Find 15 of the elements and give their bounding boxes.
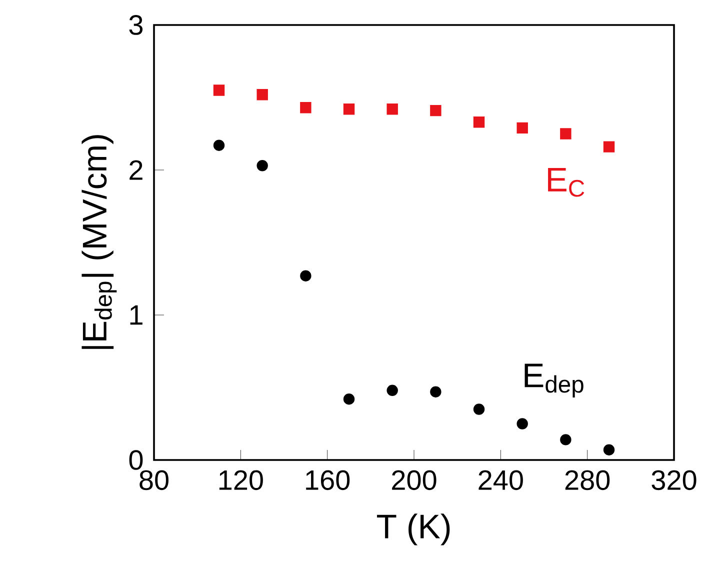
x-tick-label: 320 — [652, 470, 696, 490]
series-label: E$_{C}$ — [548, 168, 584, 197]
y-tick-label: 1 — [130, 305, 142, 325]
y-tick-label: 2 — [130, 160, 142, 180]
x-tick-label: 280 — [565, 470, 610, 490]
x-tick-label: 200 — [392, 470, 436, 490]
x-tick-label: 240 — [478, 470, 523, 490]
y-axis-title: |E$_{dep}$| (MV/cm) — [82, 135, 117, 349]
x-tick-label: 80 — [140, 470, 168, 490]
y-tick-label: 0 — [129, 450, 143, 470]
x-tick-label: 120 — [219, 470, 263, 490]
y-tick-label: 3 — [129, 15, 143, 35]
x-axis-title: T (K) — [376, 514, 450, 546]
series-label: E$_{dep}$ — [524, 364, 584, 398]
x-tick-label: 160 — [306, 470, 350, 490]
